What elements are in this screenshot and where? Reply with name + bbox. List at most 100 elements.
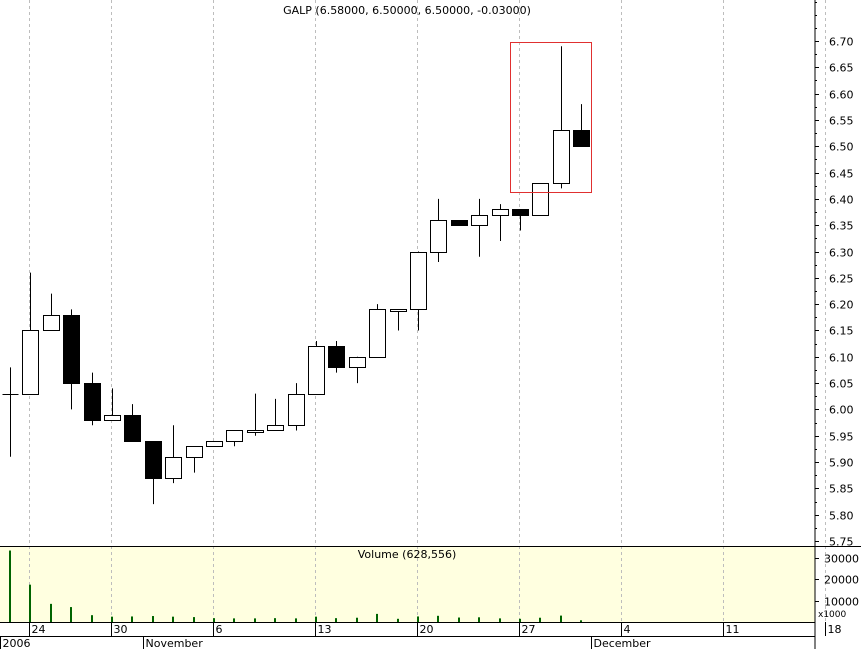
volume-bar xyxy=(29,584,31,622)
volume-series xyxy=(9,550,582,622)
volume-bar xyxy=(274,618,276,622)
volume-bar xyxy=(458,617,460,622)
volume-bar xyxy=(295,618,297,622)
volume-bar xyxy=(213,618,215,622)
volume-bar xyxy=(91,615,93,622)
price-tick-label: 6.05 xyxy=(829,378,854,391)
volume-bar xyxy=(193,617,195,622)
candle xyxy=(124,404,141,442)
price-tick-label: 6.20 xyxy=(829,299,854,312)
candle xyxy=(288,383,305,431)
volume-bar xyxy=(397,618,399,622)
candle-body xyxy=(369,309,386,358)
volume-bar xyxy=(356,617,358,622)
candle xyxy=(63,309,80,410)
price-tick-label: 5.75 xyxy=(829,536,854,549)
candle-body xyxy=(145,441,162,479)
candle xyxy=(390,309,407,331)
candle-body xyxy=(104,415,121,421)
volume-bar xyxy=(152,616,154,622)
candle-body xyxy=(410,252,427,310)
date-tick-label: 30 xyxy=(114,623,128,636)
candle xyxy=(206,441,223,447)
candle-body xyxy=(390,309,407,312)
candle xyxy=(369,304,386,358)
candle-body xyxy=(553,130,570,184)
candle-body xyxy=(308,346,325,395)
price-tick-label: 6.65 xyxy=(829,62,854,75)
volume-bar xyxy=(172,616,174,622)
candle xyxy=(247,393,264,436)
volume-bar xyxy=(499,618,501,622)
volume-pane-background xyxy=(0,547,815,622)
candle-body xyxy=(84,383,101,421)
volume-tick-label: 20000 xyxy=(824,574,859,587)
date-tick-label: 24 xyxy=(32,623,46,636)
candle xyxy=(165,425,182,484)
volume-bar xyxy=(560,615,562,622)
volume-bar xyxy=(9,550,11,622)
candle-body xyxy=(349,357,366,368)
candle xyxy=(451,219,468,226)
date-tick-label: 11 xyxy=(726,623,740,636)
date-tick-label: 13 xyxy=(318,623,332,636)
candle-body xyxy=(186,446,203,458)
candle xyxy=(553,46,570,189)
price-tick-label: 6.10 xyxy=(829,352,854,365)
price-tick-label: 6.40 xyxy=(829,194,854,207)
candlestick-series xyxy=(2,46,590,505)
volume-bar xyxy=(539,617,541,622)
candle-body xyxy=(288,394,305,426)
candle xyxy=(104,388,121,421)
price-tick-label: 6.25 xyxy=(829,273,854,286)
volume-tick-label: 30000 xyxy=(824,553,859,566)
volume-bar xyxy=(376,613,378,622)
month-label: 2006 xyxy=(3,637,31,649)
date-tick-label: 27 xyxy=(522,623,536,636)
candle xyxy=(328,341,345,373)
price-tick-label: 6.35 xyxy=(829,220,854,233)
candle xyxy=(186,446,203,473)
volume-bar xyxy=(254,618,256,622)
candle-body xyxy=(471,215,488,226)
volume-chart-title: Volume (628,556) xyxy=(358,548,456,561)
price-tick-label: 6.50 xyxy=(829,141,854,154)
volume-bar xyxy=(131,616,133,622)
candle-body xyxy=(226,430,243,442)
date-tick-label: 18 xyxy=(828,623,842,636)
price-tick-label: 6.15 xyxy=(829,325,854,338)
volume-bar xyxy=(580,620,582,622)
price-tick-label: 6.70 xyxy=(829,36,854,49)
candle xyxy=(573,104,590,147)
month-label: December xyxy=(594,637,652,649)
date-axis: 24 30 6 13 20 27 4 11 18 2006 November December xyxy=(0,622,842,649)
volume-tick-label: 10000 xyxy=(824,596,859,609)
volume-bar xyxy=(50,603,52,622)
price-tick-label: 6.45 xyxy=(829,168,854,181)
price-tick-label: 5.95 xyxy=(829,431,854,444)
volume-bar xyxy=(233,618,235,622)
candle-body xyxy=(573,130,590,147)
volume-bar xyxy=(70,607,72,622)
candle xyxy=(512,209,529,231)
candle-body xyxy=(430,220,447,253)
candle xyxy=(22,272,39,395)
candle xyxy=(145,441,162,505)
candle xyxy=(430,198,447,263)
candle-body xyxy=(63,315,80,384)
candle-body xyxy=(22,330,39,395)
date-tick-label: 20 xyxy=(420,623,434,636)
candle xyxy=(410,251,427,331)
candle xyxy=(471,198,488,257)
candle xyxy=(226,430,243,447)
price-tick-label: 6.00 xyxy=(829,404,854,417)
candle-body xyxy=(43,315,60,331)
volume-bar xyxy=(519,618,521,622)
price-tick-label: 5.85 xyxy=(829,483,854,496)
candle-body xyxy=(492,209,509,216)
candle-body xyxy=(124,415,141,442)
date-tick-label: 4 xyxy=(624,623,631,636)
highlight-box xyxy=(510,42,592,193)
vertical-grid xyxy=(29,0,826,622)
volume-bar xyxy=(417,616,419,622)
